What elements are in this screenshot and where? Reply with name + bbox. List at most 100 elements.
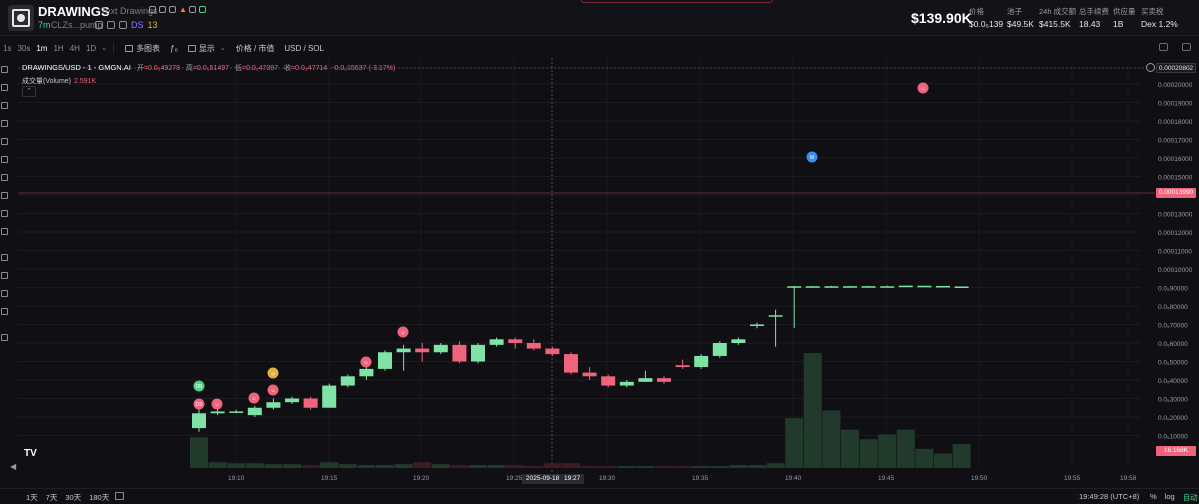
candle-body	[303, 398, 318, 408]
indicator-icon: ƒ₀	[170, 43, 178, 53]
zoom-tool-icon[interactable]	[1, 228, 8, 235]
volume-bar	[692, 466, 711, 468]
candle-body	[210, 411, 225, 414]
candle-body	[638, 378, 653, 382]
stat-price: 价格 $0.0₅139	[969, 7, 1004, 29]
timeframe-4h[interactable]: 4H	[69, 43, 80, 53]
contract-address[interactable]: CLZs...pump	[51, 20, 103, 30]
migration-marker-label: M	[810, 155, 814, 161]
candle-body	[936, 285, 950, 288]
copy-address-icon[interactable]	[95, 21, 103, 29]
volume-bar	[655, 466, 673, 468]
time-axis-label: 19:40	[785, 475, 802, 482]
crosshair-time-tag: 19:27	[560, 474, 585, 484]
candle-body	[229, 411, 244, 413]
range-30d[interactable]: 30天	[65, 493, 82, 502]
current-price-tag: 0.00013990	[1156, 188, 1196, 198]
candle-body	[805, 286, 820, 288]
copy-icon[interactable]	[159, 6, 166, 13]
twitter-icon[interactable]	[107, 21, 115, 29]
volume-bar	[878, 434, 897, 468]
quote-currency-toggle[interactable]: USD / SOL	[284, 43, 324, 53]
fire-icon: ▲	[179, 5, 187, 14]
volume-bar	[952, 444, 971, 468]
utc-clock[interactable]: 19:49:28 (UTC+8)	[1079, 492, 1140, 501]
volume-bar	[283, 464, 301, 468]
volume-bar	[413, 462, 432, 468]
price-axis-label: 0.0₅40000	[1158, 378, 1188, 385]
pattern-tool-icon[interactable]	[1, 120, 8, 127]
visibility-tool-icon[interactable]	[1, 308, 8, 315]
add-alert-icon[interactable]	[1146, 63, 1155, 72]
range-1d[interactable]: 1天	[26, 493, 38, 502]
candle-body	[694, 355, 709, 368]
volume-bar	[617, 466, 636, 468]
display-button[interactable]: 显示 ⌄	[183, 43, 231, 54]
bottom-bar: 1天 7天 30天 180天 19:49:28 (UTC+8) % log 自动	[0, 488, 1199, 504]
market-cap: $139.90K	[911, 10, 972, 26]
trash-tool-icon[interactable]	[1, 334, 8, 341]
auto-scale-toggle[interactable]: 自动	[1182, 493, 1198, 502]
log-toggle[interactable]: log	[1164, 492, 1175, 501]
time-axis-label: 19:20	[413, 475, 430, 482]
range-180d[interactable]: 180天	[89, 493, 110, 502]
camera-icon[interactable]	[1159, 43, 1168, 51]
layout-icon	[125, 44, 134, 52]
price-chart[interactable]: 0.00020000 0.00019000 0.00018000 0.00017000…	[0, 58, 1199, 486]
volume-bar	[338, 464, 357, 468]
price-axis-label: 0.0₅30000	[1158, 397, 1188, 404]
candlestick-chart[interactable]: 0.00020000 0.00019000 0.00018000 0.00017000…	[0, 58, 1199, 486]
volume-bar	[376, 465, 394, 468]
edit-icon[interactable]	[149, 6, 156, 13]
volume-bar	[766, 463, 785, 468]
migration-marker	[806, 151, 818, 163]
timeframe-1h[interactable]: 1H	[53, 43, 64, 53]
token-action-icons: ▲	[149, 5, 206, 14]
crosshair-tool-icon[interactable]	[1, 66, 8, 73]
candle-body	[898, 285, 913, 288]
text-tool-icon[interactable]	[1, 174, 8, 181]
share-icon[interactable]	[169, 6, 176, 13]
range-7d[interactable]: 7天	[45, 493, 58, 502]
trader-marker	[360, 356, 372, 368]
brush-tool-icon[interactable]	[1, 156, 8, 163]
stat-supply: 供应量 1B	[1113, 7, 1136, 29]
timeframe-1d[interactable]: 1D	[85, 43, 97, 53]
candle-body	[396, 348, 411, 353]
timeframe-30s[interactable]: 30s	[17, 43, 31, 53]
trader-marker	[917, 82, 929, 94]
candle-body	[824, 286, 839, 288]
trendline-tool-icon[interactable]	[1, 84, 8, 91]
calendar-icon[interactable]	[115, 492, 124, 500]
ruler-tool-icon[interactable]	[1, 210, 8, 217]
timeframe-1s[interactable]: 1s	[3, 43, 12, 53]
multi-chart-button[interactable]: 多图表	[120, 43, 165, 54]
time-axis-label: 19:58	[1120, 475, 1137, 482]
search-icon[interactable]	[189, 6, 196, 13]
lock-tool-icon[interactable]	[1, 272, 8, 279]
fullscreen-icon[interactable]	[1182, 43, 1191, 51]
time-axis-label: 19:15	[321, 475, 338, 482]
fib-tool-icon[interactable]	[1, 102, 8, 109]
volume-bar	[506, 465, 525, 468]
forecast-tool-icon[interactable]	[1, 138, 8, 145]
token-age: 7m	[38, 20, 51, 30]
percent-toggle[interactable]: %	[1150, 492, 1157, 501]
website-icon[interactable]	[119, 21, 127, 29]
price-axis-label: 0.00015000	[1158, 175, 1193, 182]
timeframe-1m[interactable]: 1m	[36, 43, 48, 53]
candle-body	[954, 286, 969, 288]
chevron-down-icon[interactable]: ⌄	[101, 45, 108, 52]
token-logo	[8, 5, 34, 31]
hide-tool-icon[interactable]	[1, 290, 8, 297]
scroll-left-icon[interactable]: ◀	[10, 462, 17, 471]
magnet-tool-icon[interactable]	[1, 254, 8, 261]
candle-body	[768, 315, 783, 317]
collapse-legend-button[interactable]: ⌃	[22, 86, 36, 97]
indicators-button[interactable]: ƒ₀	[165, 44, 183, 53]
candle-body	[471, 344, 485, 362]
dexscreener-link[interactable]: DS	[131, 20, 144, 30]
emoji-tool-icon[interactable]	[1, 192, 8, 199]
stat-total-fees: 总手续费 18.43	[1079, 7, 1109, 29]
price-mcap-toggle[interactable]: 价格 / 市值	[235, 43, 275, 53]
